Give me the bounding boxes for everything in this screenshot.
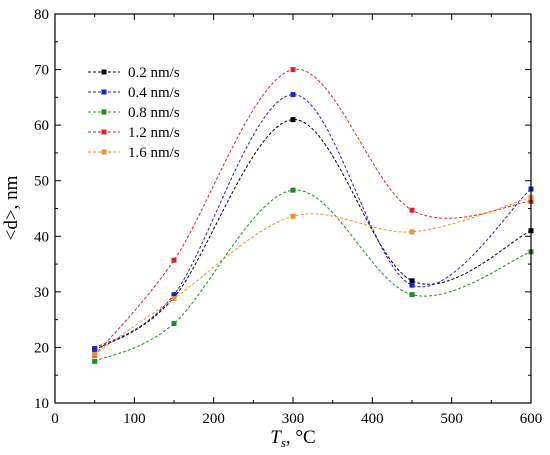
plot-frame — [54, 13, 532, 404]
y-tick-label: 50 — [34, 174, 49, 190]
series-line-2 — [94, 189, 532, 362]
x-tick-label: 300 — [282, 411, 305, 427]
data-point — [409, 282, 415, 288]
y-tick-label: 70 — [34, 63, 49, 79]
x-axis-title-subscript: s — [281, 435, 286, 450]
legend-label: 0.4 nm/s — [128, 85, 180, 101]
y-tick-label: 10 — [34, 396, 49, 412]
legend-label: 0.8 nm/s — [128, 105, 180, 121]
data-point — [171, 321, 177, 327]
legend: 0.2 nm/s 0.4 nm/s 0.8 nm/s 1.2 nm/s 1.6 nm/s — [88, 65, 180, 161]
x-tick-label: 600 — [520, 411, 543, 427]
legend-swatch-marker — [101, 149, 107, 155]
legend-item: 0.8 nm/s — [88, 105, 180, 121]
y-tick-label: 30 — [34, 285, 49, 301]
data-point — [290, 92, 296, 98]
data-point — [290, 67, 296, 73]
data-point — [409, 292, 415, 298]
x-axis-title-main: T — [270, 427, 282, 448]
y-axis: 10 20 30 40 50 60 70 80 — [34, 7, 531, 412]
legend-item: 0.4 nm/s — [88, 85, 180, 101]
data-point — [92, 358, 98, 364]
y-tick-label: 20 — [34, 340, 49, 356]
legend-swatch-marker — [101, 129, 107, 135]
data-point — [409, 229, 415, 235]
x-tick-label: 100 — [123, 411, 146, 427]
legend-item: 1.2 nm/s — [88, 125, 180, 141]
x-tick-label: 400 — [361, 411, 384, 427]
data-point — [290, 213, 296, 219]
x-axis-title-unit: , °C — [286, 427, 316, 448]
legend-item: 1.6 nm/s — [88, 145, 180, 161]
y-tick-label: 60 — [34, 118, 49, 134]
data-point — [171, 257, 177, 263]
data-point — [92, 346, 98, 352]
x-tick-label: 0 — [51, 411, 59, 427]
legend-label: 0.2 nm/s — [128, 65, 180, 81]
data-point — [171, 296, 177, 302]
legend-label: 1.2 nm/s — [128, 125, 180, 141]
legend-swatch-marker — [101, 89, 107, 95]
x-tick-label: 200 — [202, 411, 225, 427]
data-point — [290, 117, 296, 123]
y-axis-title: <d>, nm — [1, 175, 22, 240]
data-point — [171, 292, 177, 298]
legend-label: 1.6 nm/s — [128, 145, 180, 161]
data-point — [92, 351, 98, 357]
data-point — [409, 207, 415, 213]
legend-item: 0.2 nm/s — [88, 65, 180, 81]
y-tick-label: 40 — [34, 229, 49, 245]
x-axis: 0 100 200 300 400 500 600 — [51, 14, 542, 427]
data-point — [290, 187, 296, 193]
data-point — [409, 278, 415, 284]
x-axis-title: Ts, °C — [270, 427, 315, 450]
series-line-4 — [94, 196, 532, 355]
legend-swatch-marker — [101, 109, 107, 115]
legend-swatch-marker — [101, 69, 107, 75]
x-tick-label: 500 — [440, 411, 463, 427]
y-tick-label: 80 — [34, 7, 49, 23]
